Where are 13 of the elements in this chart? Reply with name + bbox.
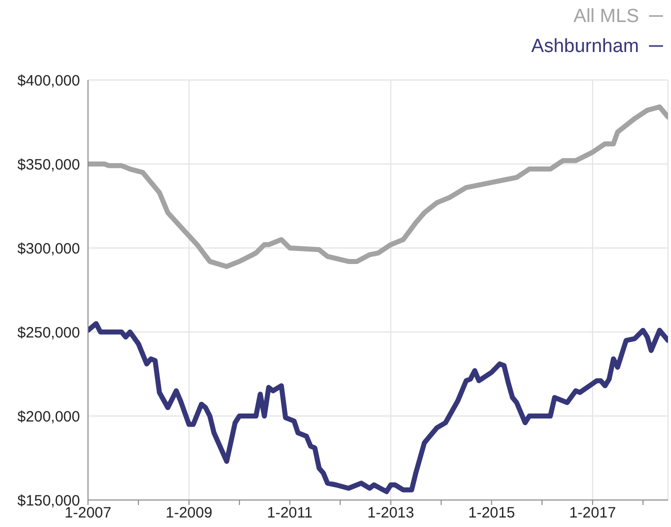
y-tick-label: $300,000 [17, 240, 80, 258]
x-tick-label: 1-2009 [166, 504, 212, 522]
y-tick-label: $250,000 [17, 324, 80, 342]
x-tick-label: 1-2017 [569, 504, 616, 522]
y-tick-label: $350,000 [17, 156, 80, 174]
y-tick-label: $200,000 [17, 408, 80, 426]
x-tick-label: 1-2011 [267, 504, 313, 522]
x-tick-label: 1-2015 [468, 504, 515, 522]
y-tick-label: $400,000 [17, 72, 80, 90]
legend-label: Ashburnham [531, 36, 639, 57]
x-tick-label: 1-2013 [367, 504, 414, 522]
x-tick-label: 1-2007 [64, 504, 112, 522]
legend-label: All MLS [574, 6, 639, 27]
